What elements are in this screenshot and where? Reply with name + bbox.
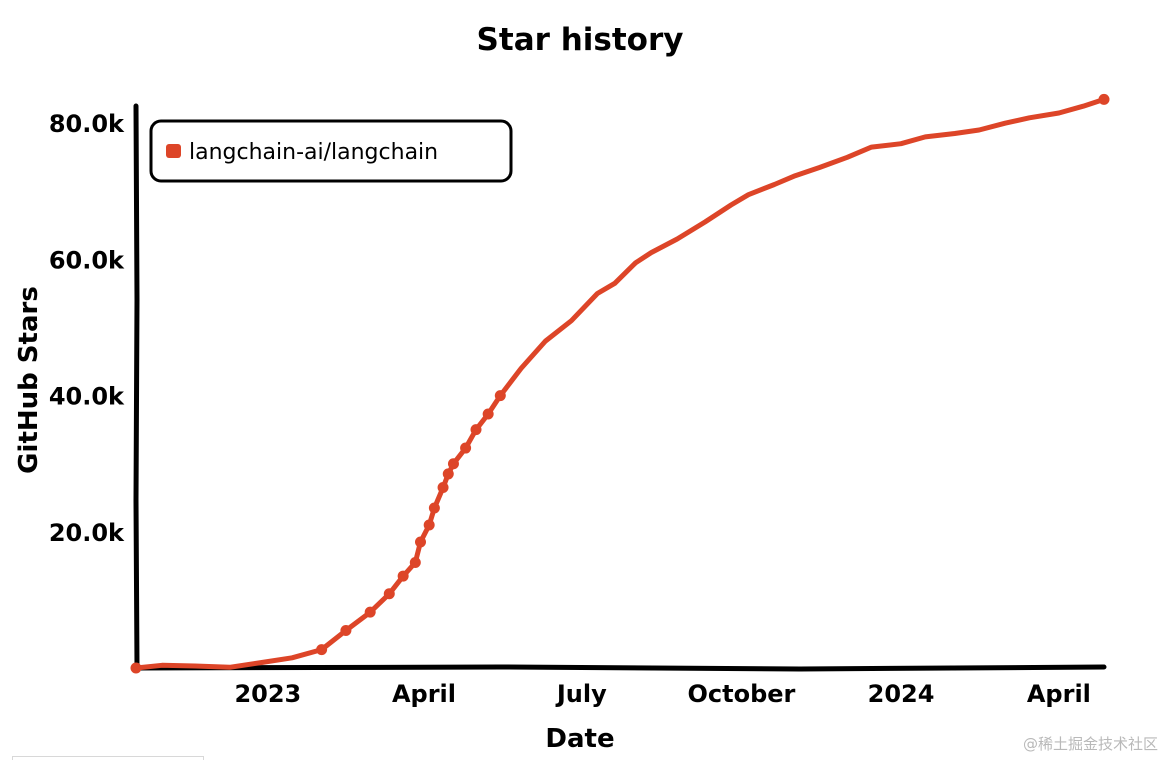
data-point: [447, 458, 459, 470]
y-tick-label: 60.0k: [49, 246, 125, 274]
watermark: @稀土掘金技术社区: [1022, 735, 1158, 753]
data-point: [340, 625, 352, 637]
y-axis-label: GitHub Stars: [14, 286, 44, 474]
data-point: [409, 556, 421, 568]
legend-box: [149, 119, 513, 183]
data-point: [364, 606, 376, 618]
data-point: [428, 502, 440, 514]
data-point: [442, 468, 454, 480]
legend-swatch: [166, 144, 181, 158]
x-tick-label: April: [392, 680, 456, 708]
data-point: [1098, 93, 1110, 105]
x-axis-line: [133, 664, 1107, 672]
data-point: [397, 570, 409, 582]
x-tick-label: October: [687, 680, 795, 708]
data-point: [437, 482, 449, 494]
bottom-strip: [12, 756, 204, 760]
x-ticks: 2023 April July October 2024 April: [234, 680, 1090, 708]
y-tick-label: 80.0k: [49, 110, 125, 138]
data-point: [423, 519, 435, 531]
axes: [133, 103, 1107, 672]
x-tick-label: 2023: [234, 680, 301, 708]
series-line-langchain: [133, 96, 1107, 671]
data-point: [316, 644, 328, 656]
data-point: [470, 424, 482, 436]
x-tick-label: 2024: [868, 680, 935, 708]
chart-title: Star history: [477, 22, 684, 58]
data-point: [494, 390, 506, 402]
x-tick-label: April: [1027, 680, 1091, 708]
data-point: [383, 588, 395, 600]
series-layer: [130, 93, 1110, 674]
x-axis-label: Date: [545, 724, 614, 754]
data-point: [415, 536, 427, 548]
data-point: [482, 408, 494, 420]
y-axis-line: [133, 103, 140, 671]
x-tick-label: July: [555, 680, 607, 708]
y-tick-label: 40.0k: [49, 383, 125, 411]
legend-entry-langchain: langchain-ai/langchain: [189, 140, 438, 165]
y-ticks: 20.0k 40.0k 60.0k 80.0k: [49, 110, 125, 547]
data-point: [460, 442, 472, 454]
data-point: [130, 662, 142, 674]
y-tick-label: 20.0k: [49, 519, 125, 547]
legend: langchain-ai/langchain: [149, 119, 513, 183]
